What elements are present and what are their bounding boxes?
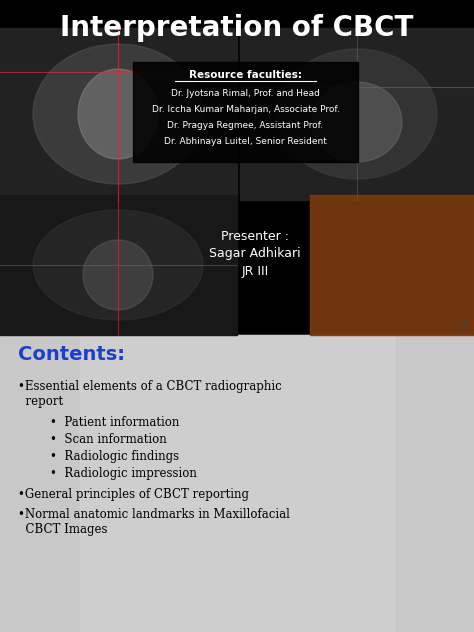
- Ellipse shape: [83, 240, 153, 310]
- Text: CBCT Images: CBCT Images: [18, 523, 108, 537]
- Text: Dr. Pragya Regmee, Assistant Prof.: Dr. Pragya Regmee, Assistant Prof.: [167, 121, 324, 130]
- Bar: [80, 335, 394, 632]
- Ellipse shape: [33, 210, 203, 320]
- Bar: [0, 0, 474, 335]
- Text: •General principles of CBCT reporting: •General principles of CBCT reporting: [18, 489, 249, 501]
- Text: Resource faculties:: Resource faculties:: [189, 70, 302, 80]
- Ellipse shape: [312, 82, 402, 162]
- Bar: [133, 62, 358, 162]
- Bar: [0, 335, 474, 632]
- Text: •  Scan information: • Scan information: [50, 434, 167, 446]
- Text: Sagar Adhikari: Sagar Adhikari: [209, 248, 301, 260]
- Text: report: report: [18, 396, 63, 408]
- Text: Contents:: Contents:: [18, 346, 125, 365]
- Bar: [310, 195, 474, 335]
- Ellipse shape: [277, 49, 437, 179]
- Bar: [0, 195, 237, 335]
- Text: Presenter :: Presenter :: [221, 231, 289, 243]
- Text: •Normal anatomic landmarks in Maxillofacial: •Normal anatomic landmarks in Maxillofac…: [18, 509, 290, 521]
- Ellipse shape: [78, 69, 158, 159]
- Bar: [240, 28, 474, 200]
- Text: 2: 2: [458, 319, 466, 331]
- Text: Dr. Abhinaya Luitel, Senior Resident: Dr. Abhinaya Luitel, Senior Resident: [164, 137, 327, 145]
- Text: •  Radiologic findings: • Radiologic findings: [50, 451, 179, 463]
- Ellipse shape: [33, 44, 203, 184]
- Text: Dr. Iccha Kumar Maharjan, Associate Prof.: Dr. Iccha Kumar Maharjan, Associate Prof…: [152, 104, 339, 114]
- Text: JR III: JR III: [241, 265, 269, 277]
- Text: •Essential elements of a CBCT radiographic: •Essential elements of a CBCT radiograph…: [18, 380, 282, 394]
- Bar: [0, 28, 237, 200]
- Text: •  Radiologic impression: • Radiologic impression: [50, 468, 197, 480]
- Text: Interpretation of CBCT: Interpretation of CBCT: [60, 14, 414, 42]
- Text: Dr. Jyotsna Rimal, Prof. and Head: Dr. Jyotsna Rimal, Prof. and Head: [171, 88, 320, 97]
- Text: •  Patient information: • Patient information: [50, 416, 179, 430]
